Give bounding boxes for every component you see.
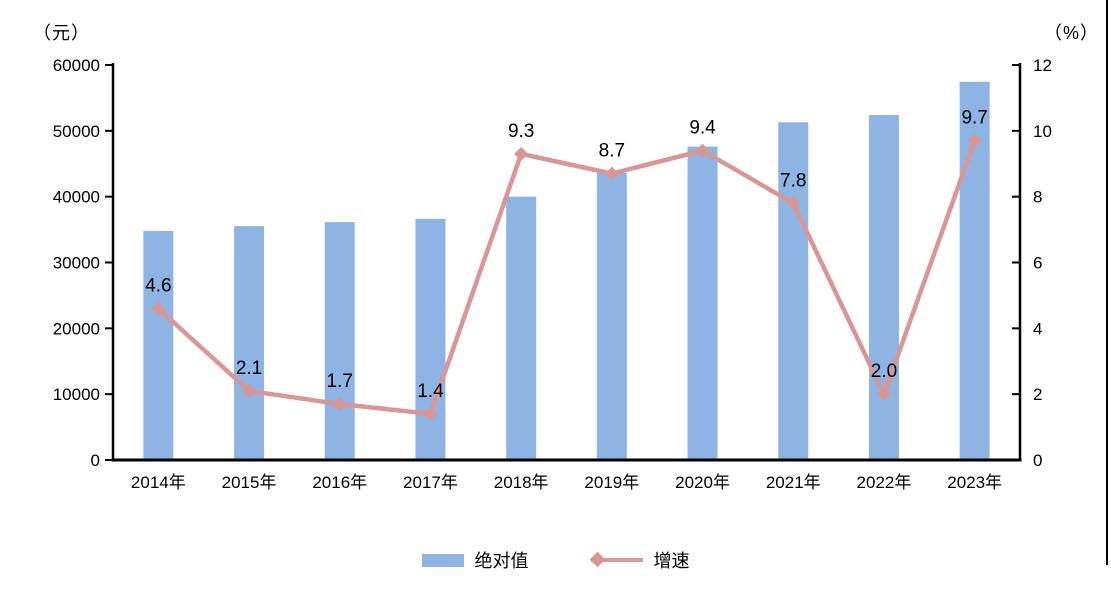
data-label-2022年: 2.0 [871,361,897,382]
data-label-2020年: 9.4 [689,118,716,139]
marker-2020年 [695,143,710,158]
right-axis-tick-label: 4 [1033,319,1042,338]
x-tick-label-2017年: 2017年 [403,473,458,492]
x-tick-label-2023年: 2023年 [947,473,1002,492]
bar-2016年 [324,222,355,460]
left-axis-tick-label: 40000 [53,188,100,207]
legend-item-bars: 绝对值 [421,547,529,573]
x-tick-label-2018年: 2018年 [494,473,549,492]
marker-2019年 [604,166,619,181]
bar-2020年 [687,146,718,460]
x-tick-label-2020年: 2020年 [675,473,730,492]
legend-bar-label: 绝对值 [474,551,529,571]
growth-line [156,138,977,417]
marker-2016年 [332,397,347,412]
bar-2019年 [596,172,627,460]
left-axis-tick-label: 0 [91,451,100,470]
page-border-right [1106,0,1108,565]
left-axis-tick-label: 50000 [53,122,100,141]
x-tick-label-2014年: 2014年 [131,473,186,492]
x-tick-label-2019年: 2019年 [584,473,639,492]
bar-2021年 [778,122,809,461]
left-axis-tick-label: 30000 [53,254,100,273]
left-axis-tick-label: 60000 [53,56,100,75]
bar-2015年 [234,226,265,460]
right-axis-unit-label: （%） [1043,23,1099,43]
data-label-2017年: 1.4 [417,381,444,402]
right-axis-tick-label: 12 [1033,56,1052,75]
data-label-2014年: 4.6 [145,276,171,297]
marker-2017年 [423,406,438,421]
marker-2018年 [514,146,529,161]
chart-legend: 绝对值 增速 [0,547,1111,573]
legend-line-label: 增速 [653,551,690,571]
marker-2014年 [151,301,166,316]
right-axis-tick-label: 8 [1033,188,1042,207]
data-label-2016年: 1.7 [327,371,353,392]
legend-item-line: 增速 [589,547,690,573]
marker-2023年 [967,133,982,148]
bar-2022年 [868,115,899,461]
data-label-2021年: 7.8 [780,170,806,191]
right-axis-tick-label: 0 [1033,451,1042,470]
right-axis-tick-label: 10 [1033,122,1052,141]
x-tick-label-2016年: 2016年 [312,473,367,492]
left-axis-tick-label: 10000 [53,385,100,404]
x-tick-label-2015年: 2015年 [222,473,277,492]
bar-2018年 [506,196,537,460]
x-tick-label-2021年: 2021年 [766,473,821,492]
legend-bar-swatch [421,553,464,567]
left-axis-unit-label: （元） [33,23,90,43]
data-label-2019年: 8.7 [599,141,625,162]
bar-2017年 [415,218,446,460]
marker-2022年 [876,387,891,402]
data-label-2018年: 9.3 [508,121,534,142]
marker-2015年 [242,383,257,398]
bar-2014年 [143,230,174,460]
left-axis-tick-label: 20000 [53,319,100,338]
x-tick-label-2022年: 2022年 [857,473,912,492]
legend-diamond-icon [589,551,605,568]
data-label-2015年: 2.1 [236,358,262,379]
right-axis-tick-label: 2 [1033,385,1042,404]
data-label-2023年: 9.7 [961,108,987,129]
right-axis-tick-label: 6 [1033,254,1042,273]
marker-2021年 [786,196,801,211]
legend-line-swatch [589,551,643,568]
